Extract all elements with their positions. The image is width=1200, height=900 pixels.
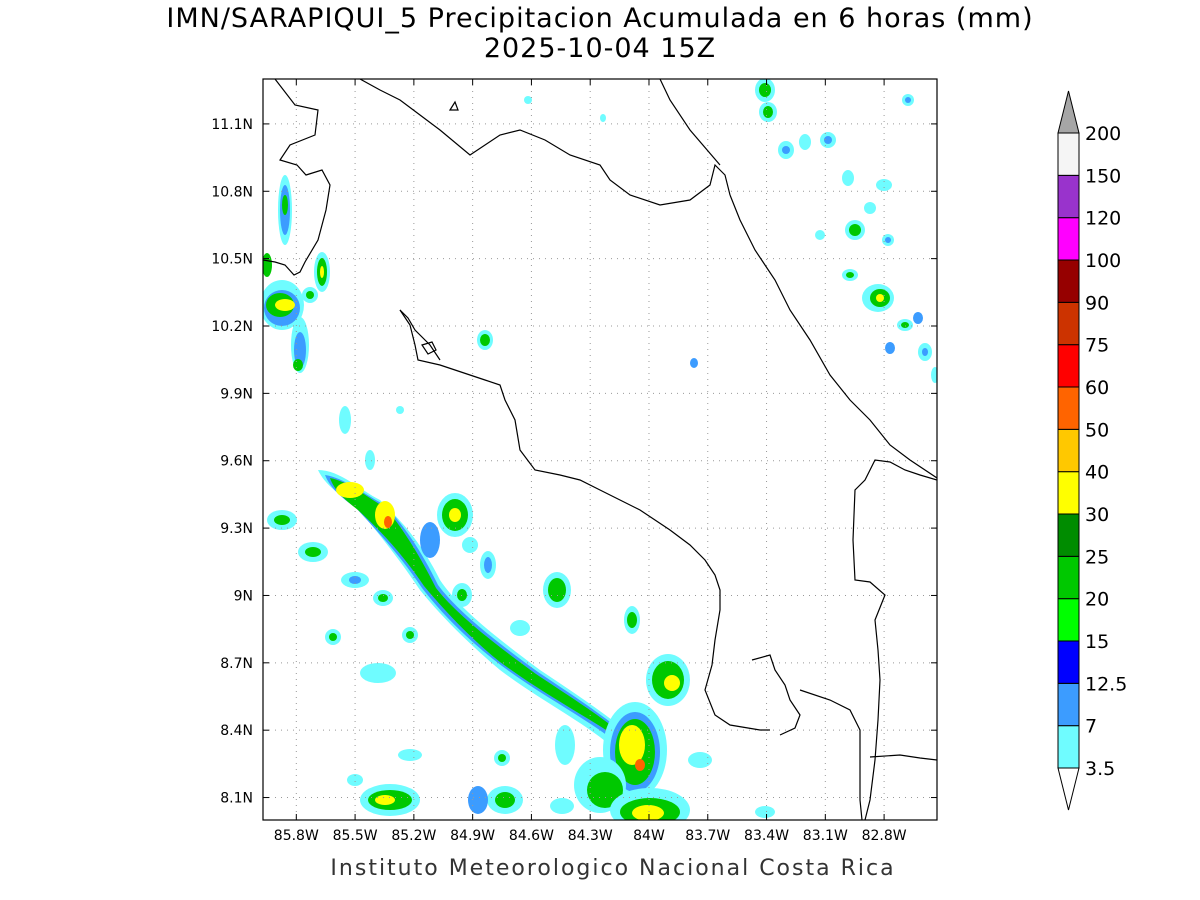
rain-cell: [263, 253, 309, 373]
lon-tick-label: 84.6W: [509, 828, 554, 844]
lon-tick-label: 85.8W: [274, 828, 319, 844]
colorbar-swatch: [1057, 386, 1080, 430]
golfo-dulce: [751, 654, 801, 736]
colorbar-over-triangle: [1057, 90, 1080, 134]
latitude-axis: 8.1N 8.4N 8.7N 9N 9.3N 9.6N 9.9N 10.2N 10.5N 10.8…: [211, 117, 937, 807]
precipitation-field: [263, 79, 937, 820]
lon-tick-label: 85.5W: [333, 828, 378, 844]
colorbar-swatch: [1057, 682, 1080, 727]
lat-tick-label: 8.7N: [220, 656, 253, 672]
lat-tick-label: 9.9N: [220, 386, 253, 402]
colorbar-label: 120: [1085, 208, 1121, 230]
colorbar-label: 100: [1085, 250, 1121, 272]
colorbar-swatch: [1057, 174, 1080, 219]
map-gridlines: [263, 79, 937, 820]
colorbar-label: 3.5: [1085, 758, 1115, 780]
lon-tick-label: 85.2W: [391, 828, 436, 844]
colorbar-label: 15: [1085, 631, 1109, 653]
rain-cell: [267, 510, 418, 683]
lat-tick-label: 10.8N: [211, 184, 253, 200]
lat-tick-label: 9.3N: [220, 521, 253, 537]
nicoya-gulf: [399, 309, 441, 361]
panama-border: [852, 459, 937, 820]
rain-cell: [420, 493, 496, 607]
rain-cell: [755, 79, 937, 383]
lat-tick-label: 8.1N: [220, 791, 253, 807]
lat-tick-label: 8.4N: [220, 723, 253, 739]
colorbar-swatch: [1057, 217, 1080, 261]
lake-island: [421, 341, 437, 355]
rain-cell: [339, 96, 698, 434]
colorbar-swatch: [1057, 513, 1080, 557]
colorbar-swatch: [1057, 598, 1080, 642]
map-datetime: 2025-10-04 15Z: [483, 33, 717, 64]
colorbar-label: 30: [1085, 504, 1109, 526]
colorbar-label: 7: [1085, 716, 1097, 738]
colorbar-legend: 3.5 7 12.5 15 20 25 30 40 50 60 75 90 100 120 150 200: [1057, 90, 1127, 811]
rain-cell: [278, 175, 292, 245]
lon-tick-label: 83.1W: [803, 828, 848, 844]
longitude-axis: 85.8W 85.5W 85.2W 84.9W 84.6W 84.3W 84W 83.7W 83…: [274, 79, 907, 844]
colorbar-swatch: [1057, 301, 1080, 346]
coastline-borders: [263, 79, 937, 820]
colorbar-label: 40: [1085, 462, 1109, 484]
colorbar-label: 12.5: [1085, 673, 1127, 695]
osa-coast: [799, 689, 863, 820]
colorbar-label: 75: [1085, 335, 1109, 357]
colorbar-label: 150: [1085, 165, 1121, 187]
lon-tick-label: 84.3W: [568, 828, 613, 844]
colorbar-label: 20: [1085, 589, 1109, 611]
rain-cell: [302, 252, 330, 303]
island: [448, 100, 459, 111]
colorbar-label: 90: [1085, 292, 1109, 314]
colorbar-under-triangle: [1057, 767, 1080, 811]
lake-shore: [659, 79, 721, 166]
map-frame: [262, 78, 938, 821]
rain-cell: [510, 572, 640, 636]
lon-tick-label: 84W: [633, 828, 665, 844]
colorbar-label: 50: [1085, 419, 1109, 441]
lon-tick-label: 82.8W: [862, 828, 907, 844]
colorbar-swatch: [1057, 555, 1080, 600]
colorbar-swatch: [1057, 259, 1080, 303]
lat-tick-label: 10.2N: [211, 319, 253, 335]
caribbean-coast: [729, 194, 937, 479]
lon-tick-label: 83.7W: [685, 828, 730, 844]
lat-tick-label: 9N: [234, 588, 253, 604]
lat-tick-label: 11.1N: [211, 117, 253, 133]
rain-cell: [555, 702, 712, 820]
colorbar-swatch: [1057, 471, 1080, 515]
map-title: IMN/SARAPIQUI_5 Precipitacion Acumulada …: [166, 3, 1034, 34]
rain-cell: [347, 749, 775, 818]
colorbar-swatch: [1057, 725, 1080, 769]
institution-credit: Instituto Meteorologico Nacional Costa R…: [330, 856, 896, 881]
northern-border: [359, 79, 731, 206]
colorbar-swatch: [1057, 344, 1080, 388]
lon-tick-label: 83.4W: [744, 828, 789, 844]
colorbar-swatch: [1057, 132, 1080, 176]
lon-tick-label: 84.9W: [450, 828, 495, 844]
rain-band: [318, 450, 625, 745]
colorbar-label: 60: [1085, 377, 1109, 399]
nicaragua-border: [263, 79, 331, 276]
lat-tick-label: 9.6N: [220, 454, 253, 470]
colorbar-swatch: [1057, 640, 1080, 684]
southeast-coast: [869, 754, 937, 761]
rain-cell: [646, 654, 690, 706]
colorbar-label: 25: [1085, 546, 1109, 568]
lat-tick-label: 10.5N: [211, 252, 253, 268]
central-divide: [399, 309, 770, 731]
colorbar-swatch: [1057, 428, 1080, 473]
colorbar-label: 200: [1085, 123, 1121, 145]
